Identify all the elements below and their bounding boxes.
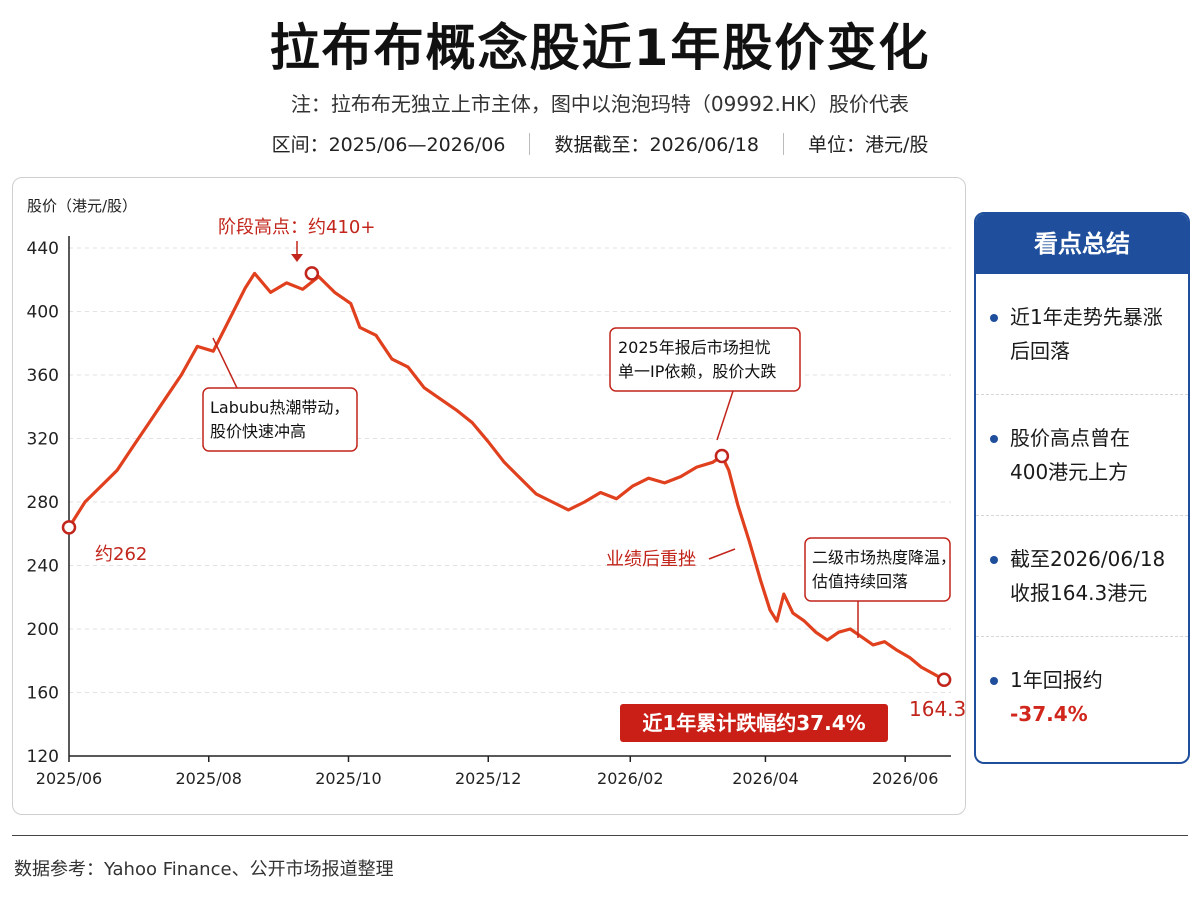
page-title: 拉布布概念股近1年股价变化 bbox=[269, 19, 931, 77]
summary-item: 近1年走势先暴涨 后回落 bbox=[976, 274, 1188, 395]
summary-item-line: 后回落 bbox=[1010, 339, 1070, 363]
summary-title: 看点总结 bbox=[976, 214, 1188, 274]
data-date-text: 数据截至：2026/06/18 bbox=[554, 134, 759, 156]
data-marker bbox=[304, 266, 320, 281]
total-change-badge bbox=[620, 704, 888, 742]
rise-callout-line: 股价快速冲高 bbox=[210, 422, 306, 441]
data-marker bbox=[714, 448, 730, 464]
worry-callout-box bbox=[609, 327, 801, 392]
summary-item: 股价高点曾在 400港元上方 bbox=[976, 395, 1188, 516]
total-change-label: 近1年累计跌幅约37.4% bbox=[642, 711, 865, 735]
y-tick-label: 240 bbox=[27, 557, 59, 577]
end-value-label: 164.3 bbox=[909, 697, 965, 721]
chart-card: 股价（港元/股） 120 160 200 240 280 320 360 400 440 2025/… bbox=[12, 177, 966, 815]
page-subtitle: 注：拉布布无独立上市主体，图中以泡泡玛特（09992.HK）股价代表 bbox=[290, 92, 910, 116]
cool-callout-box bbox=[804, 537, 951, 602]
summary-item-line: 股价高点曾在 bbox=[1010, 426, 1130, 450]
summary-item-line: 收报164.3港元 bbox=[1010, 581, 1148, 605]
x-tick-label: 2025/12 bbox=[455, 769, 521, 788]
y-tick-label: 280 bbox=[27, 493, 59, 513]
unit-text: 单位：港元/股 bbox=[807, 134, 929, 156]
y-axis-label: 股价（港元/股） bbox=[27, 197, 137, 215]
drop-label: 业绩后重挫 bbox=[606, 549, 696, 570]
bullet-icon bbox=[990, 556, 998, 564]
source-note: 数据参考：Yahoo Finance、公开市场报道整理 bbox=[14, 859, 394, 880]
y-tick-label: 400 bbox=[27, 303, 59, 323]
price-chart: 股价（港元/股） 120 160 200 240 280 320 360 400 440 2025/… bbox=[27, 197, 965, 788]
x-tick-label: 2026/06 bbox=[872, 769, 938, 788]
start-value-label: 约262 bbox=[95, 544, 147, 565]
meta-divider bbox=[782, 132, 784, 155]
worry-callout-line: 单一IP依赖，股价大跌 bbox=[618, 362, 776, 381]
summary-item: 1年回报约 -37.4% bbox=[976, 637, 1188, 757]
x-tick-label: 2025/06 bbox=[36, 769, 102, 788]
x-tick-label: 2026/02 bbox=[597, 769, 663, 788]
y-tick-label: 160 bbox=[27, 684, 59, 704]
rise-callout-box bbox=[202, 387, 358, 452]
y-tick-label: 200 bbox=[27, 620, 59, 640]
bullet-icon bbox=[990, 435, 998, 443]
summary-item-line: 截至2026/06/18 bbox=[1010, 547, 1166, 571]
y-tick-label: 440 bbox=[27, 239, 59, 259]
x-tick-label: 2025/08 bbox=[176, 769, 242, 788]
worry-callout-arrow bbox=[716, 390, 734, 441]
summary-item-line: 近1年走势先暴涨 bbox=[1010, 305, 1163, 329]
bullet-icon bbox=[990, 314, 998, 322]
summary-return-value: -37.4% bbox=[1010, 702, 1088, 726]
range-text: 区间：2025/06—2026/06 bbox=[271, 134, 506, 156]
rise-callout-line: Labubu热潮带动， bbox=[210, 398, 349, 417]
worry-callout-line: 2025年报后市场担忧 bbox=[618, 338, 771, 357]
x-tick-label: 2026/04 bbox=[732, 769, 798, 788]
cool-callout-line: 二级市场热度降温， bbox=[812, 548, 956, 567]
bullet-icon bbox=[990, 677, 998, 685]
rise-callout-arrow bbox=[212, 337, 238, 389]
summary-item: 截至2026/06/18 收报164.3港元 bbox=[976, 516, 1188, 637]
x-tick-label: 2025/10 bbox=[315, 769, 381, 788]
peak-label: 阶段高点：约410+ bbox=[218, 217, 375, 238]
meta-divider bbox=[529, 132, 531, 155]
y-tick-label: 120 bbox=[27, 747, 59, 767]
data-marker bbox=[936, 672, 952, 688]
drop-arrow bbox=[708, 548, 736, 560]
summary-item-line: 1年回报约 bbox=[1010, 668, 1103, 692]
summary-panel: 看点总结 近1年走势先暴涨 后回落 股价高点曾在 400港元上方 截至2026/… bbox=[974, 212, 1190, 764]
meta-bar: 区间：2025/06—2026/06 数据截至：2026/06/18 单位：港元… bbox=[0, 130, 1200, 157]
cool-callout-line: 估值持续回落 bbox=[812, 572, 908, 591]
peak-arrow-head bbox=[291, 254, 303, 262]
price-line bbox=[67, 271, 946, 682]
footer-divider bbox=[12, 835, 1188, 836]
summary-item-line: 400港元上方 bbox=[1010, 460, 1129, 484]
data-marker bbox=[61, 520, 77, 535]
y-tick-label: 320 bbox=[27, 430, 59, 450]
y-tick-label: 360 bbox=[27, 366, 59, 386]
